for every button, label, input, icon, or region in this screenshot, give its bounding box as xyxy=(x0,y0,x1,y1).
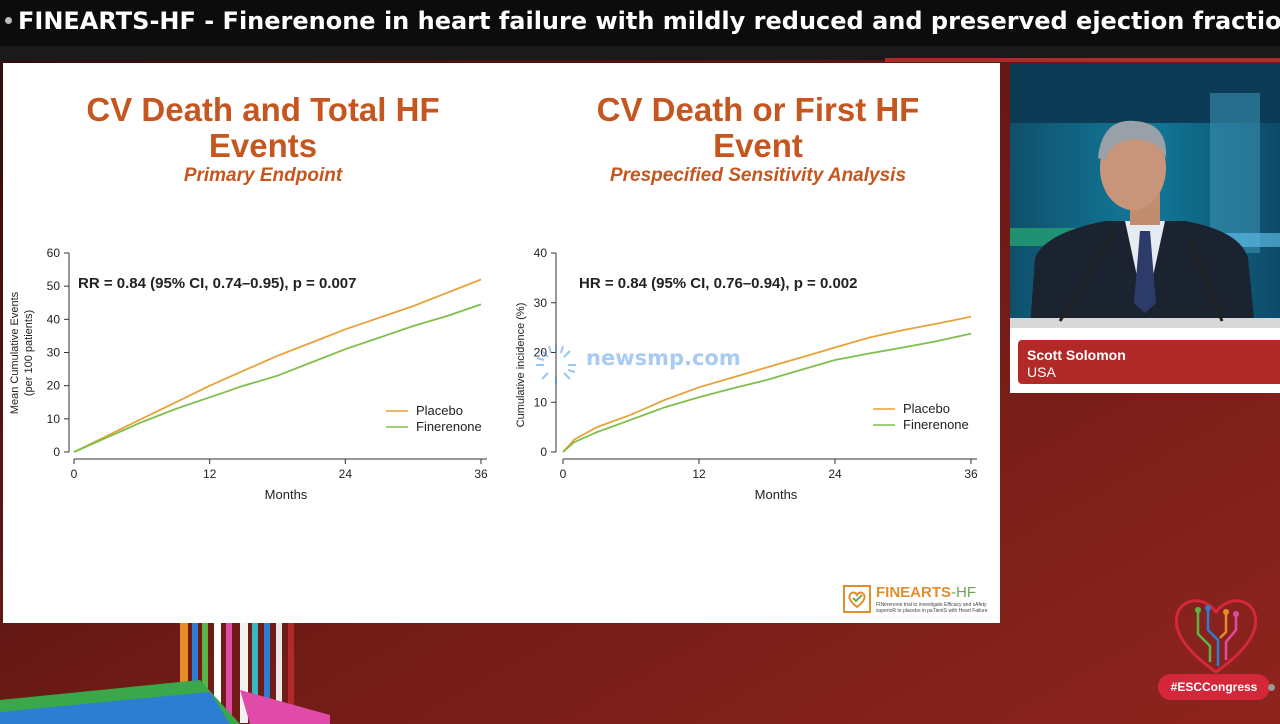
left-ytick-label: 50 xyxy=(47,279,61,293)
logo-name: FINEARTS-HF xyxy=(876,584,976,601)
speaker-name: Scott Solomon xyxy=(1027,347,1126,363)
speaker-nameplate: Scott Solomon USA xyxy=(1010,328,1280,393)
right-chart-subtitle: Prespecified Sensitivity Analysis xyxy=(609,165,907,186)
left-ytick-label: 20 xyxy=(47,379,61,393)
left-xtick-label: 36 xyxy=(474,467,488,481)
left-xlabel: Months xyxy=(265,487,308,502)
right-chart: 0 10 20 30 40 0 12 24 36 xyxy=(534,246,978,481)
left-title-line2: Events xyxy=(208,127,318,164)
hashtag-badge: #ESCCongress xyxy=(1158,674,1270,700)
window-title-bar: FINEARTS-HF - Finerenone in heart failur… xyxy=(0,0,1280,46)
presentation-slide: CV Death and Total HF Events Primary End… xyxy=(3,63,1000,623)
left-chart: 0 10 20 30 40 50 60 0 12 24 36 xyxy=(47,246,488,481)
right-xtick-label: 24 xyxy=(828,467,842,481)
left-ytick-label: 10 xyxy=(47,412,61,426)
right-series-placebo xyxy=(562,315,972,453)
right-xlabel: Months xyxy=(755,487,798,502)
right-legend-finerenone: Finerenone xyxy=(903,417,969,432)
left-ylabel-line2: (per 100 patients) xyxy=(23,310,35,396)
left-series-placebo xyxy=(73,278,482,453)
right-ylabel: Cumulative incidence (%) xyxy=(515,303,527,428)
left-xtick-label: 12 xyxy=(203,467,217,481)
right-xtick-label: 0 xyxy=(560,467,567,481)
left-ytick-label: 40 xyxy=(47,312,61,326)
left-ylabel-line1: Mean Cumulative Events xyxy=(9,291,21,414)
heart-logo-icon xyxy=(843,585,871,613)
left-ytick-label: 30 xyxy=(47,346,61,360)
watermark-burst-icon xyxy=(536,345,576,385)
right-legend-placebo: Placebo xyxy=(903,401,950,416)
right-xtick-label: 12 xyxy=(692,467,706,481)
esc-heart-icon xyxy=(1174,599,1258,674)
left-series-finerenone xyxy=(73,303,482,453)
speaker-video xyxy=(1010,63,1280,328)
left-title-line1: CV Death and Total HF xyxy=(86,91,440,128)
right-ytick-label: 40 xyxy=(534,246,548,260)
right-chart-title: CV Death or First HF Event xyxy=(538,92,978,164)
logo-name-suffix: -HF xyxy=(951,584,976,601)
right-stat-text: HR = 0.84 (95% CI, 0.76–0.94), p = 0.002 xyxy=(579,275,858,292)
right-ytick-label: 30 xyxy=(534,296,548,310)
logo-tagline: FINerenone trial to investigate Efficacy… xyxy=(876,602,988,614)
title-bullet-icon xyxy=(5,16,12,24)
speaker-country: USA xyxy=(1027,364,1056,380)
charts-canvas: RR = 0.84 (95% CI, 0.74–0.95), p = 0.007… xyxy=(9,246,978,502)
logo-name-main: FINEARTS xyxy=(876,584,951,601)
right-ytick-label: 0 xyxy=(540,445,547,459)
right-ytick-label: 20 xyxy=(534,346,548,360)
right-title-line2: Event xyxy=(713,127,803,164)
watermark: newsmp.com xyxy=(531,340,761,390)
left-chart-title: CV Death and Total HF Events xyxy=(43,92,483,164)
left-legend-placebo: Placebo xyxy=(416,403,463,418)
left-chart-subtitle: Primary Endpoint xyxy=(183,165,343,186)
page-title: FINEARTS-HF - Finerenone in heart failur… xyxy=(18,7,1280,35)
watermark-text: newsmp.com xyxy=(586,346,741,370)
dot-icon xyxy=(1268,684,1275,691)
right-title-line1: CV Death or First HF xyxy=(596,91,920,128)
right-xtick-label: 36 xyxy=(964,467,978,481)
right-ytick-label: 10 xyxy=(534,395,548,409)
left-xtick-label: 0 xyxy=(71,467,78,481)
left-legend-finerenone: Finerenone xyxy=(416,419,482,434)
right-series-finerenone xyxy=(562,332,972,453)
nameplate-box: Scott Solomon USA xyxy=(1018,340,1280,384)
left-ytick-label: 0 xyxy=(53,445,60,459)
finearts-logo: FINEARTS-HF FINerenone trial to investig… xyxy=(843,584,999,619)
left-xtick-label: 24 xyxy=(339,467,353,481)
decorative-stripes xyxy=(0,623,330,724)
left-stat-text: RR = 0.84 (95% CI, 0.74–0.95), p = 0.007 xyxy=(78,275,357,292)
left-ytick-label: 60 xyxy=(47,246,61,260)
